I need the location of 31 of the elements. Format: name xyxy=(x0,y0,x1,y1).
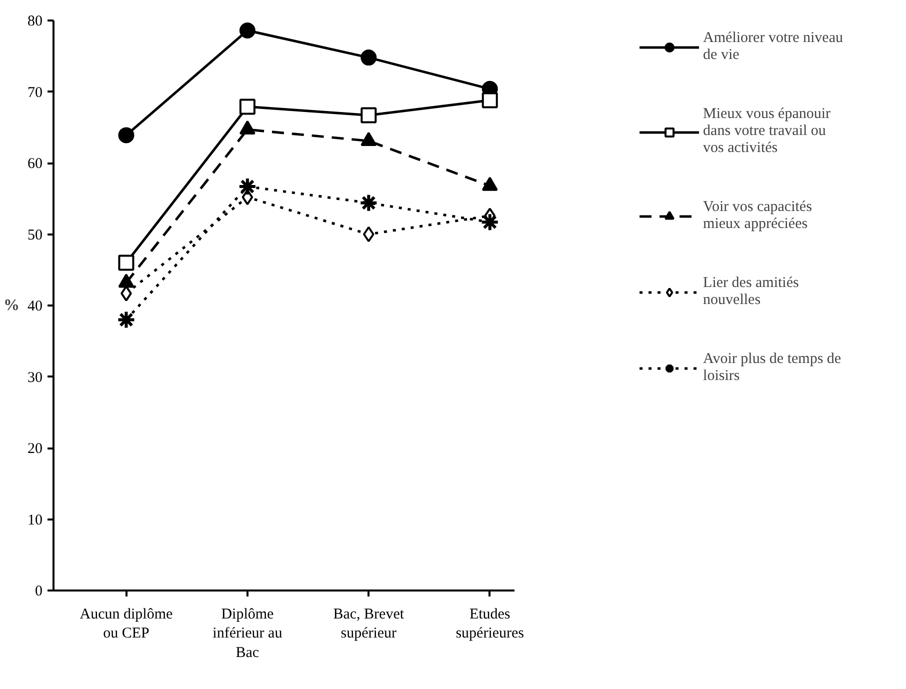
point xyxy=(118,127,134,144)
point xyxy=(116,310,136,330)
point xyxy=(239,22,256,38)
legend-label: Lier des amitiés nouvelles xyxy=(703,275,799,309)
y-tick-label: 40 xyxy=(28,298,42,314)
y-tick-label: 80 xyxy=(28,14,42,30)
legend-label: Mieux vous épanouir dans votre travail ou vos activités xyxy=(703,106,831,157)
point xyxy=(482,92,498,108)
x-tick-label: Bac, Brevet supérieur xyxy=(333,606,405,642)
point xyxy=(360,50,377,66)
y-tick-label: 30 xyxy=(28,370,42,386)
point xyxy=(480,212,500,232)
y-tick-label: 70 xyxy=(28,84,42,101)
y-axis-title: % xyxy=(4,297,20,314)
y-tick-label: 50 xyxy=(28,227,42,244)
point xyxy=(118,254,134,271)
legend-label: Voir vos capacités mieux appréciées xyxy=(703,199,812,233)
x-tick-label: Etudes supérieures xyxy=(456,606,524,642)
point xyxy=(238,177,257,196)
y-tick-label: 20 xyxy=(28,441,42,457)
y-tick-label: 60 xyxy=(28,156,42,172)
x-tick-label: Aucun diplôme ou CEP xyxy=(80,606,174,642)
y-tick-label: 0 xyxy=(35,584,42,600)
x-tick-label: Diplôme inférieur au Bac xyxy=(212,606,283,661)
point xyxy=(239,98,256,115)
point xyxy=(362,226,374,242)
y-tick-label: 10 xyxy=(28,512,42,528)
legend-label: Améliorer votre niveau de vie xyxy=(703,30,843,64)
legend-label: Avoir plus de temps de loisirs xyxy=(703,351,842,385)
point xyxy=(359,193,378,212)
point xyxy=(360,107,377,124)
